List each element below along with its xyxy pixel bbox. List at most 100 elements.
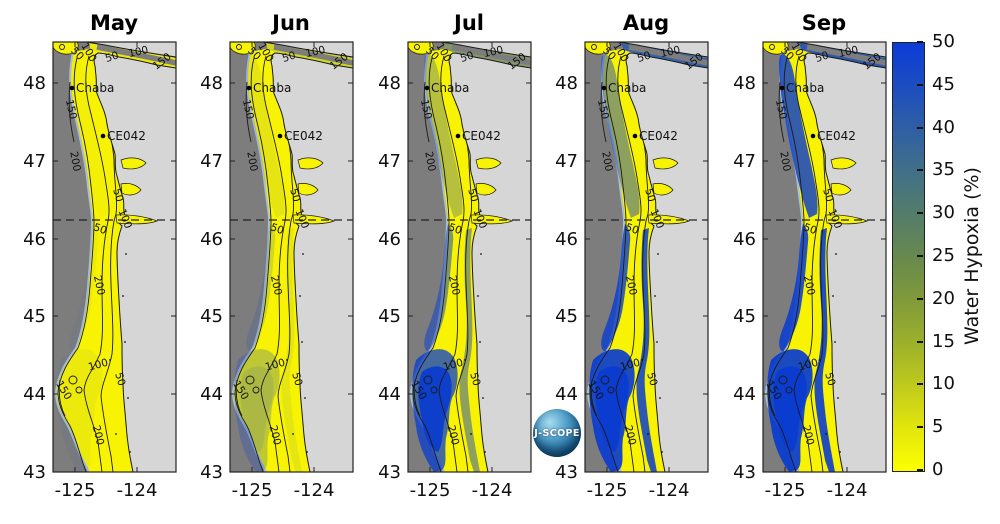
islet xyxy=(301,341,303,343)
contour-label: 100 xyxy=(619,357,641,374)
y-tick-label: 48 xyxy=(733,73,756,94)
contour-label: 50 xyxy=(467,371,482,387)
x-tick-label: -125 xyxy=(587,480,628,501)
contour-label: 50 xyxy=(459,49,475,65)
contour-label: 150 xyxy=(418,98,434,120)
y-tick-label: 47 xyxy=(200,151,223,172)
contour-label: 50 xyxy=(814,49,830,65)
y-tick-label: 45 xyxy=(733,306,756,327)
y-tick-label: 46 xyxy=(23,229,46,250)
swiftsure-bank xyxy=(584,41,611,55)
contour-label: 100 xyxy=(304,44,326,60)
contour-label: 200 xyxy=(67,151,82,173)
colorbar-tick-label: 30 xyxy=(932,202,955,224)
hypoxia-overlays xyxy=(412,43,531,472)
contour-label: 50 xyxy=(104,49,120,65)
islet xyxy=(661,451,663,453)
y-tick-label: 44 xyxy=(200,384,223,405)
contour-label: 50 xyxy=(636,49,652,65)
contour-label: 50 xyxy=(822,371,837,387)
x-tick-label: -124 xyxy=(649,480,690,501)
map-panel-jul: 50 100 15010050150200501005020010050150200… xyxy=(378,11,532,501)
contour-label: 200 xyxy=(622,424,638,446)
station-label-chaba: Chaba xyxy=(76,81,114,95)
map-panel-jun: 50 100 15010050150200501005020010050150200… xyxy=(200,11,354,501)
swiftsure-bank xyxy=(52,41,79,55)
station-label-ce042: CE042 xyxy=(639,129,678,143)
islet xyxy=(129,451,131,453)
islet xyxy=(127,397,129,399)
islet xyxy=(286,359,288,361)
contour-label: 50 xyxy=(820,187,835,203)
panel-title: Aug xyxy=(623,11,669,35)
islet xyxy=(482,397,484,399)
colorbar-tick-label: 15 xyxy=(932,330,955,352)
station-label-ce042: CE042 xyxy=(817,129,856,143)
y-tick-label: 46 xyxy=(200,229,223,250)
islet xyxy=(657,253,659,255)
jscope-logo-text: J-SCOPE xyxy=(534,427,580,439)
contour-label: 200 xyxy=(267,424,283,446)
colorbar-tick xyxy=(917,255,923,257)
y-tick-label: 43 xyxy=(555,462,578,483)
map-panel-sep: 50 100 15010050150200501005020010050150200… xyxy=(733,11,887,501)
y-tick-label: 45 xyxy=(200,306,223,327)
contour-label: 100 xyxy=(127,44,149,60)
contour-label: 200 xyxy=(90,424,106,446)
panel-border xyxy=(762,41,887,473)
estuaries xyxy=(825,157,868,225)
islet xyxy=(304,397,306,399)
colorbar-tick xyxy=(917,212,923,215)
colorbar-tick-label: 45 xyxy=(932,73,955,95)
colorbar-tick xyxy=(917,41,923,43)
colorbar-tick-label: 20 xyxy=(932,287,955,309)
islet xyxy=(299,295,301,297)
y-tick-label: 44 xyxy=(733,384,756,405)
colorbar-tick-label: 25 xyxy=(932,245,955,266)
x-tick-label: -124 xyxy=(472,480,513,501)
contour-label: 50 xyxy=(110,187,125,203)
contour-label: 50 xyxy=(112,371,127,387)
contour-label: 150 xyxy=(63,98,79,120)
colorbar-tick xyxy=(917,297,923,300)
islet xyxy=(306,451,308,453)
y-tick-label: 44 xyxy=(555,384,578,405)
station-dot-chaba xyxy=(779,85,785,91)
y-tick-label: 43 xyxy=(23,462,46,483)
colorbar-tick xyxy=(917,340,923,343)
y-tick-label: 46 xyxy=(733,229,756,250)
contour-label: 100 xyxy=(264,357,286,374)
y-tick-label: 47 xyxy=(733,151,756,172)
colorbar-tick xyxy=(917,126,923,129)
y-tick-label: 46 xyxy=(378,229,401,250)
contour-label: 50 xyxy=(92,221,109,237)
swiftsure-bank xyxy=(407,41,434,55)
islet xyxy=(124,341,126,343)
islet xyxy=(834,341,836,343)
panel-title: Jul xyxy=(452,11,484,35)
contour-label: 200 xyxy=(599,151,614,173)
strait-channel xyxy=(628,44,709,66)
station-label-chaba: Chaba xyxy=(253,81,291,95)
x-tick-label: -124 xyxy=(827,480,868,501)
colorbar-tick-label: 40 xyxy=(932,116,955,138)
colorbar-gradient xyxy=(892,42,925,472)
strait-channel xyxy=(96,44,177,66)
bathymetry-contours xyxy=(234,44,294,473)
y-tick-label: 45 xyxy=(23,306,46,327)
islet xyxy=(837,397,839,399)
contour-label: 50 xyxy=(624,221,641,237)
station-dot-ce042 xyxy=(632,133,638,139)
islet xyxy=(656,341,658,343)
contour-label: 100 xyxy=(482,44,504,60)
islet xyxy=(839,451,841,453)
islet xyxy=(125,253,127,255)
x-tick-label: -125 xyxy=(232,480,273,501)
islet xyxy=(477,295,479,297)
colorbar-tick-label: 10 xyxy=(932,373,955,395)
station-dot-chaba xyxy=(601,85,607,91)
swiftsure-bank xyxy=(762,41,789,55)
y-tick-label: 47 xyxy=(378,151,401,172)
bathymetry-contours xyxy=(412,44,472,473)
